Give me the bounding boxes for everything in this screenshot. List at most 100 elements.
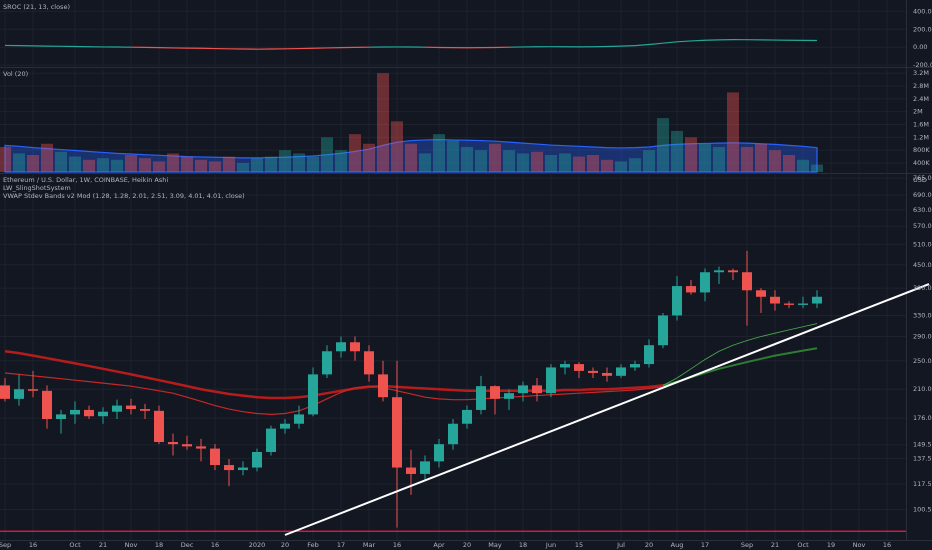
y-tick-label: 690.00 (913, 191, 932, 199)
volume-bar (55, 151, 67, 172)
candle-body (238, 467, 248, 471)
volume-ma-area (4, 138, 818, 173)
x-tick-label: 20 (281, 541, 289, 549)
y-tick-label: 630.00 (913, 206, 932, 214)
candle-body (616, 367, 626, 376)
candle-body (714, 270, 724, 273)
x-tick-label: 2020 (249, 541, 266, 549)
y-tick-label: 200.00 (913, 25, 932, 33)
candle-body (532, 385, 542, 394)
x-tick-label: Jun (545, 541, 556, 549)
candle-body (70, 409, 80, 415)
candle-body (672, 286, 682, 316)
volume-bar (657, 118, 669, 172)
y-tick-label: 149.50 (913, 441, 932, 449)
volume-bar (279, 150, 291, 172)
volume-bar (83, 159, 95, 172)
x-tick-label: Dec (181, 541, 194, 549)
candle-body (112, 405, 122, 412)
pane-title: Ethereum / U.S. Dollar, 1W, COINBASE, He… (3, 176, 168, 184)
y-tick-label: 800K (913, 146, 930, 154)
x-tick-label: 18 (519, 541, 527, 549)
candle-body (154, 410, 164, 443)
candle-body (644, 345, 654, 365)
candle-body (252, 451, 262, 468)
candle-body (308, 374, 318, 415)
y-tick-label: 0.00 (913, 43, 927, 51)
volume-bar (671, 130, 683, 172)
sroc-segment (662, 41, 678, 44)
x-tick-label: Aug (671, 541, 684, 549)
candle-body (448, 423, 458, 445)
candle-body (700, 272, 710, 293)
x-tick-label: 17 (337, 541, 345, 549)
candle-body (630, 364, 640, 368)
volume-bar (405, 143, 417, 172)
y-tick-label: 1.2M (913, 133, 929, 141)
candle-body (546, 367, 556, 394)
volume-bar (293, 153, 305, 172)
volume-bar (69, 156, 81, 172)
pane-title: SROC (21, 13, close) (3, 3, 70, 11)
y-tick-label: 400.00 (913, 7, 932, 15)
x-tick-label: Oct (797, 541, 809, 549)
x-tick-label: 16 (393, 541, 401, 549)
volume-bar (573, 156, 585, 172)
y-tick-label: 570.00 (913, 222, 932, 230)
pane-title: Vol (20) (3, 70, 28, 78)
grid-layer (0, 0, 906, 540)
candle-body (658, 315, 668, 346)
candle-body (84, 409, 94, 417)
pane-subtitle: LW_SlingShotSystem (3, 184, 71, 192)
x-tick-label: Jul (616, 541, 625, 549)
volume-bar (125, 154, 137, 172)
candle-body (392, 397, 402, 468)
y-tick-label: 3.2M (913, 69, 929, 77)
volume-bar (209, 161, 221, 172)
x-tick-label: 16 (211, 541, 219, 549)
volume-bar (629, 158, 641, 172)
y-tick-label: 765.00 (913, 174, 932, 182)
sroc-segment (690, 39, 706, 42)
candle-body (812, 296, 822, 304)
volume-bar (447, 140, 459, 172)
volume-bar (419, 153, 431, 172)
y-tick-label: 210.00 (913, 385, 932, 393)
candle-body (280, 423, 290, 429)
volume-bar (433, 134, 445, 172)
candle-body (378, 374, 388, 398)
candle-body (756, 290, 766, 297)
x-tick-label: 17 (701, 541, 709, 549)
volume-bar (489, 143, 501, 172)
x-tick-label: Mar (363, 541, 376, 549)
x-tick-label: 20 (463, 541, 471, 549)
candle-body (490, 386, 500, 399)
volume-bar (223, 156, 235, 172)
candle-body (294, 414, 304, 424)
x-tick-label: Feb (307, 541, 319, 549)
volume-bar (601, 159, 613, 172)
y-tick-label: 400K (913, 159, 930, 167)
volume-bar (41, 143, 53, 172)
candle-body (784, 303, 794, 305)
volume-bar (685, 137, 697, 172)
x-tick-label: 21 (99, 541, 107, 549)
candle-body (742, 272, 752, 291)
candle-body (350, 342, 360, 352)
volume-bar (643, 150, 655, 172)
candle-body (322, 351, 332, 375)
volume-bar (783, 154, 795, 172)
candle-body (266, 428, 276, 452)
candle-body (336, 342, 346, 352)
x-tick-label: 18 (155, 541, 163, 549)
volume-bar (237, 163, 249, 172)
volume-bar (517, 153, 529, 172)
volume-bar (321, 137, 333, 172)
y-tick-label: 510.00 (913, 240, 932, 248)
candle-body (56, 414, 66, 420)
x-tick-label: 19 (827, 541, 835, 549)
x-tick-label: May (488, 541, 502, 549)
candle-body (42, 390, 52, 420)
